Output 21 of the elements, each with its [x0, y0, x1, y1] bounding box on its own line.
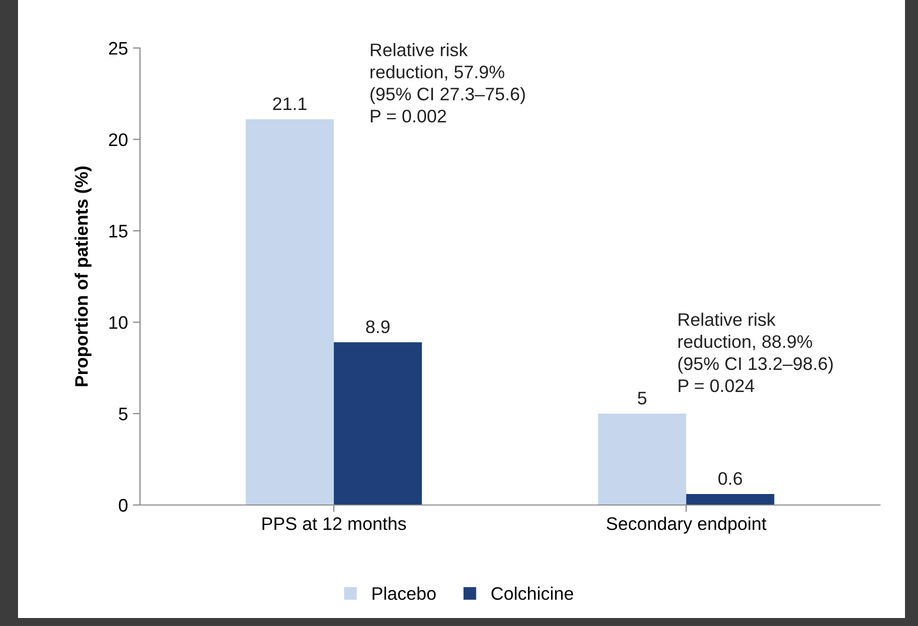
legend-label: Placebo [372, 586, 436, 600]
y-tick-label: 0 [118, 498, 128, 512]
data-label: 21.1 [273, 97, 306, 110]
y-tick-label: 25 [109, 42, 128, 55]
y-tick-label: 15 [109, 224, 128, 238]
y-axis-title: Proportion of patients (%) [74, 166, 92, 386]
y-tick-label: 5 [118, 408, 128, 420]
y-tick-label: 10 [109, 316, 128, 329]
bar [686, 494, 774, 505]
bar [334, 342, 422, 505]
x-tick-label: Secondary endpoint [606, 516, 766, 534]
annotation: Relative risk reduction, 57.9% (95% CI 27.3–75.6) P = 0.002 [370, 43, 525, 123]
data-label: 0.6 [718, 472, 742, 485]
annotation: Relative risk reduction, 88.9% (95% CI 13.2–98.6) P = 0.024 [678, 312, 833, 392]
x-tick-label: PPS at 12 months [262, 516, 406, 530]
bar [246, 119, 334, 505]
data-label: 5 [638, 392, 646, 404]
data-label: 8.9 [366, 320, 390, 334]
legend-label: Colchicine [492, 586, 574, 600]
y-tick-label: 20 [109, 133, 128, 146]
bar [598, 414, 686, 505]
